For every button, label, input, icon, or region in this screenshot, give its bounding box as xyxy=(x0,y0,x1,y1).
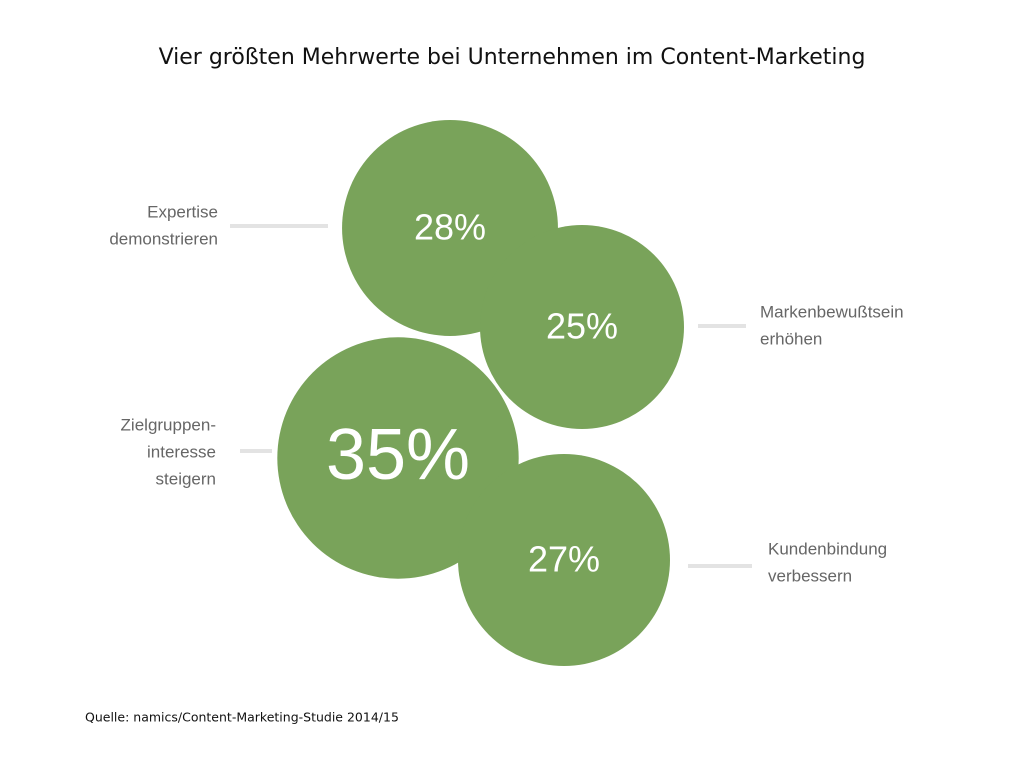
bubble xyxy=(457,453,671,667)
bubble xyxy=(277,337,519,579)
bubble xyxy=(480,225,684,429)
category-label: Expertise xyxy=(147,202,218,221)
category-label: erhöhen xyxy=(760,329,822,348)
category-label: demonstrieren xyxy=(109,229,218,248)
chart-title: Vier größten Mehrwerte bei Unternehmen i… xyxy=(159,45,866,70)
value-label: 25% xyxy=(546,306,618,347)
category-label: Markenbewußtsein xyxy=(760,302,904,321)
source: Quelle: namics/Content-Marketing-Studie … xyxy=(85,710,399,725)
category-label: interesse xyxy=(147,442,216,461)
category-label: verbessern xyxy=(768,566,852,585)
category-label: Zielgruppen- xyxy=(121,415,216,434)
value-label: 28% xyxy=(414,207,486,248)
value-label: 27% xyxy=(528,539,600,580)
category-label: Kundenbindung xyxy=(768,539,887,558)
value-label: 35% xyxy=(326,415,470,495)
category-label: steigern xyxy=(156,469,216,488)
